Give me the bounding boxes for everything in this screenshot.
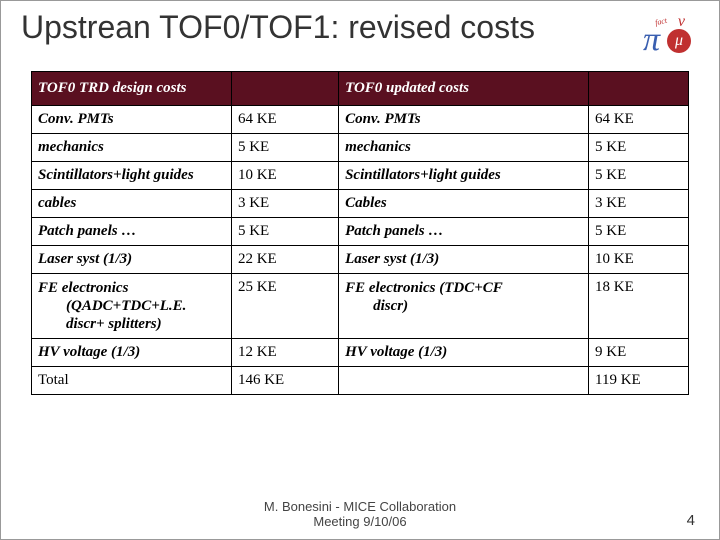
- cell-label-line: (QADC+TDC+L.E. discr+ splitters): [38, 297, 225, 333]
- footer: M. Bonesini - MICE Collaboration Meeting…: [1, 499, 719, 529]
- table-header-row: TOF0 TRD design costs TOF0 updated costs: [32, 72, 689, 106]
- logo-pi: π: [643, 21, 660, 59]
- table-row: cables 3 KE Cables 3 KE: [32, 190, 689, 218]
- logo-mu: μ: [667, 29, 691, 53]
- table-row: FE electronics (QADC+TDC+L.E. discr+ spl…: [32, 274, 689, 339]
- header-col2: [231, 72, 338, 106]
- cell-value: 146 KE: [231, 367, 338, 395]
- cell-label: Patch panels …: [32, 218, 232, 246]
- cell-label: Scintillators+light guides: [32, 162, 232, 190]
- cell-label: FE electronics (TDC+CF discr): [339, 274, 589, 339]
- header-col4: [589, 72, 689, 106]
- cost-table: TOF0 TRD design costs TOF0 updated costs…: [31, 71, 689, 395]
- cell-value: 5 KE: [589, 134, 689, 162]
- table-row: HV voltage (1/3) 12 KE HV voltage (1/3) …: [32, 339, 689, 367]
- cell-label-line: FE electronics (TDC+CF: [345, 280, 503, 296]
- cell-value: 9 KE: [589, 339, 689, 367]
- page-title: Upstrean TOF0/TOF1: revised costs: [21, 9, 639, 46]
- cell-value: 5 KE: [231, 218, 338, 246]
- table-row: Conv. PMTs 64 KE Conv. PMTs 64 KE: [32, 106, 689, 134]
- cell-label: Total: [32, 367, 232, 395]
- cell-value: 22 KE: [231, 246, 338, 274]
- cell-label: Conv. PMTs: [32, 106, 232, 134]
- cell-label: Laser syst (1/3): [339, 246, 589, 274]
- cell-label: Patch panels …: [339, 218, 589, 246]
- table-row: mechanics 5 KE mechanics 5 KE: [32, 134, 689, 162]
- page-number: 4: [687, 512, 695, 529]
- table-row: Patch panels … 5 KE Patch panels … 5 KE: [32, 218, 689, 246]
- cell-label: HV voltage (1/3): [32, 339, 232, 367]
- cell-label: FE electronics (QADC+TDC+L.E. discr+ spl…: [32, 274, 232, 339]
- cell-value: 12 KE: [231, 339, 338, 367]
- cost-table-wrap: TOF0 TRD design costs TOF0 updated costs…: [1, 65, 719, 395]
- cell-label: Scintillators+light guides: [339, 162, 589, 190]
- cell-value: 18 KE: [589, 274, 689, 339]
- cell-value: 25 KE: [231, 274, 338, 339]
- cell-label: mechanics: [32, 134, 232, 162]
- cell-value: 5 KE: [231, 134, 338, 162]
- cell-label: Conv. PMTs: [339, 106, 589, 134]
- cell-label: [339, 367, 589, 395]
- table-row: Laser syst (1/3) 22 KE Laser syst (1/3) …: [32, 246, 689, 274]
- table-row: Scintillators+light guides 10 KE Scintil…: [32, 162, 689, 190]
- cell-label: Laser syst (1/3): [32, 246, 232, 274]
- cell-value: 3 KE: [231, 190, 338, 218]
- cell-label: cables: [32, 190, 232, 218]
- cell-value: 64 KE: [231, 106, 338, 134]
- cell-value: 10 KE: [231, 162, 338, 190]
- footer-line1: M. Bonesini - MICE Collaboration: [264, 499, 456, 514]
- cell-value: 5 KE: [589, 218, 689, 246]
- header-col3: TOF0 updated costs: [339, 72, 589, 106]
- header-col1: TOF0 TRD design costs: [32, 72, 232, 106]
- table-row-total: Total 146 KE 119 KE: [32, 367, 689, 395]
- cell-label-line: FE electronics: [38, 280, 128, 296]
- footer-line2: Meeting 9/10/06: [313, 514, 406, 529]
- cell-value: 3 KE: [589, 190, 689, 218]
- cell-label-line: discr): [345, 297, 582, 315]
- cell-label: HV voltage (1/3): [339, 339, 589, 367]
- logo: fact ν π μ: [639, 15, 691, 61]
- cell-label: Cables: [339, 190, 589, 218]
- cell-value: 64 KE: [589, 106, 689, 134]
- cell-value: 5 KE: [589, 162, 689, 190]
- cell-label: mechanics: [339, 134, 589, 162]
- cell-value: 119 KE: [589, 367, 689, 395]
- cell-value: 10 KE: [589, 246, 689, 274]
